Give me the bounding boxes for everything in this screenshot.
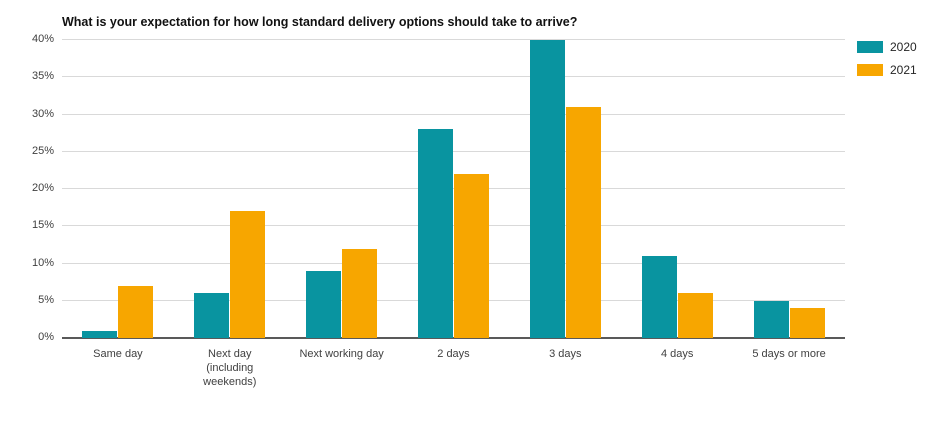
y-tick-label-5: 5%	[38, 293, 54, 306]
gridline-40pct	[62, 39, 845, 40]
x-tick-label-3-days: 3 days	[549, 348, 582, 360]
bar-2020-2-days	[417, 129, 453, 338]
bar-group-5-days-or-more	[733, 40, 845, 338]
plot-area	[62, 39, 845, 339]
bar-2020-4-days	[641, 256, 677, 338]
bar-2020-3-days	[529, 40, 565, 338]
bar-2020-same-day	[82, 330, 118, 338]
legend-item-2020: 2020	[857, 40, 917, 54]
bar-group-4-days	[621, 40, 733, 338]
legend: 2020 2021	[857, 40, 917, 86]
chart-title: What is your expectation for how long st…	[62, 15, 578, 29]
gridline-10pct	[62, 262, 845, 264]
bar-group-same-day	[62, 40, 174, 338]
y-tick-label-20: 20%	[31, 182, 54, 194]
bar-2021-next-day-including-weekends	[230, 211, 266, 338]
legend-swatch-2021	[857, 64, 883, 76]
bar-group-next-day-including-weekends	[174, 40, 286, 338]
y-tick-label-40: 40%	[31, 33, 54, 45]
legend-label-2021: 2021	[890, 63, 917, 77]
y-tick-label-35: 35%	[31, 70, 54, 83]
x-tick-label-4-days: 4 days	[660, 348, 694, 360]
gridline-5pct	[62, 299, 845, 301]
legend-item-2021: 2021	[857, 63, 917, 77]
y-tick-label-0: 0%	[38, 331, 54, 343]
x-tick-label-next-day-including-weekends: Next day (including weekends)	[203, 348, 257, 388]
y-tick-label-15: 15%	[31, 219, 54, 232]
bar-2021-5-days-or-more	[789, 308, 825, 338]
y-tick-label-10: 10%	[31, 256, 54, 269]
gridline-20pct	[62, 188, 845, 189]
gridline-15pct	[62, 225, 845, 227]
bar-2021-3-days	[565, 107, 601, 338]
bar-2020-next-working-day	[306, 270, 342, 338]
bar-2021-same-day	[118, 285, 154, 338]
legend-swatch-2020	[857, 41, 883, 53]
bar-group-next-working-day	[286, 40, 398, 338]
gridline-35pct	[62, 76, 845, 78]
x-tick-label-2-days: 2 days	[437, 348, 470, 360]
bar-group-2-days	[398, 40, 510, 338]
x-tick-label-5-days-or-more: 5 days or more	[752, 348, 826, 360]
bar-group-3-days	[509, 40, 621, 338]
y-tick-label-30: 30%	[31, 107, 54, 120]
gridline-30pct	[62, 113, 845, 115]
y-tick-label-25: 25%	[31, 144, 54, 157]
bar-2020-5-days-or-more	[753, 300, 789, 338]
bar-2021-4-days	[677, 293, 713, 338]
x-tick-label-same-day: Same day	[93, 348, 143, 360]
legend-label-2020: 2020	[890, 40, 917, 54]
bar-2020-next-day-including-weekends	[194, 293, 230, 338]
gridline-25pct	[62, 150, 845, 152]
bar-2021-2-days	[453, 174, 489, 338]
bar-2021-next-working-day	[342, 248, 378, 338]
x-tick-label-next-working-day: Next working day	[299, 348, 384, 360]
x-axis-line	[62, 337, 845, 339]
